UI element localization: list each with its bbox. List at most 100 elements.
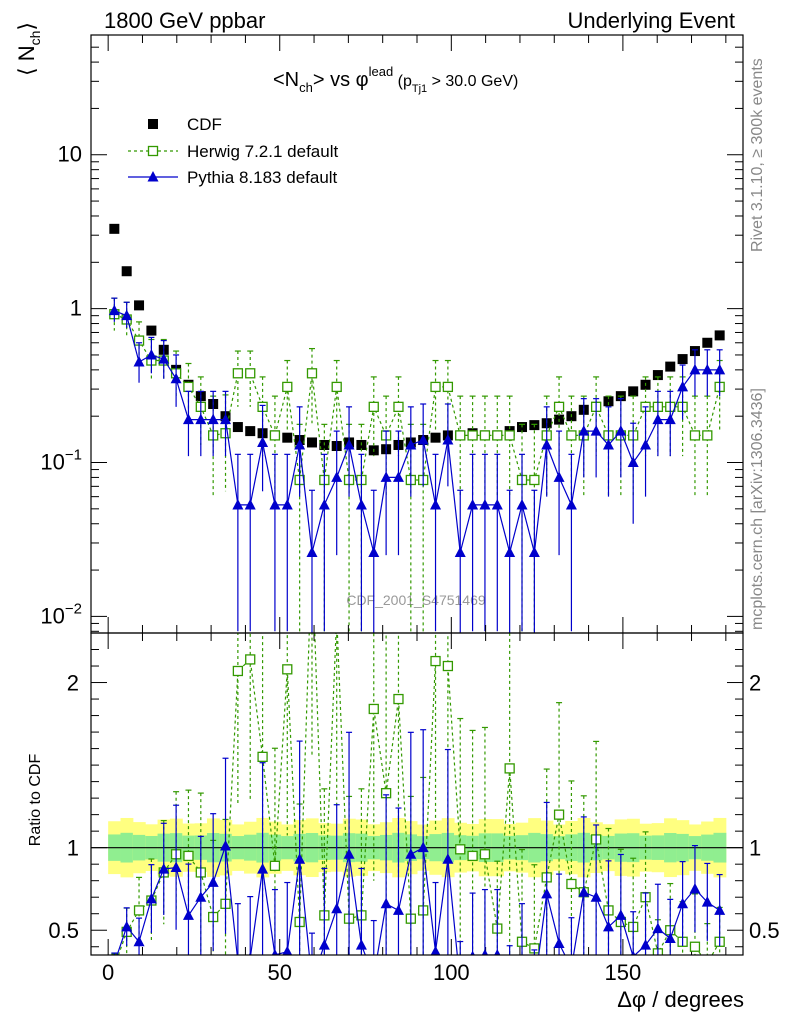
ratio-tick-label-left: 2 bbox=[67, 671, 79, 696]
pythia-point bbox=[294, 438, 306, 450]
pythia-ratio-point bbox=[170, 861, 182, 872]
legend: CDF Herwig 7.2.1 default Pythia 8.183 defa… bbox=[128, 115, 338, 187]
pythia-ratio-point bbox=[664, 932, 676, 943]
y-tick-label: 1 bbox=[70, 296, 82, 321]
cdf-point bbox=[430, 432, 441, 443]
cdf-point bbox=[714, 330, 725, 341]
pythia-point bbox=[417, 434, 429, 445]
legend-entry: Pythia 8.183 default bbox=[128, 168, 338, 187]
pythia-ratio-point bbox=[529, 982, 540, 993]
herwig-point bbox=[269, 430, 281, 441]
cdf-point bbox=[702, 337, 713, 348]
herwig-point bbox=[479, 430, 491, 441]
pythia-point bbox=[318, 498, 330, 510]
herwig-ratio-point bbox=[232, 665, 244, 677]
pythia-point bbox=[714, 363, 726, 375]
pythia-point bbox=[343, 438, 355, 450]
pythia-point bbox=[664, 413, 676, 425]
pythia-point bbox=[220, 413, 232, 425]
cdf-point bbox=[306, 437, 317, 448]
herwig-ratio-point bbox=[282, 664, 293, 675]
pythia-ratio-point bbox=[355, 939, 367, 950]
herwig-ratio-point bbox=[566, 878, 577, 890]
pythia-ratio-point bbox=[615, 909, 627, 920]
herwig-point bbox=[183, 381, 194, 393]
cdf-point bbox=[677, 354, 688, 365]
pythia-ratio-point bbox=[517, 956, 528, 967]
ratio-tick-label-left: 0.5 bbox=[48, 918, 79, 943]
pythia-point bbox=[207, 413, 219, 425]
cdf-point bbox=[603, 396, 614, 407]
legend-marker bbox=[147, 171, 159, 182]
pythia-ratio-point bbox=[689, 882, 701, 894]
pythia-point bbox=[430, 498, 442, 510]
pythia-ratio-point bbox=[331, 902, 343, 914]
cdf-point bbox=[232, 422, 243, 433]
herwig-series bbox=[109, 297, 725, 633]
header-process-label: Underlying Event bbox=[567, 8, 735, 33]
pythia-point bbox=[195, 413, 207, 425]
herwig-point bbox=[702, 430, 713, 441]
x-tick-label: 0 bbox=[102, 960, 114, 985]
pythia-point bbox=[602, 438, 614, 450]
herwig-point bbox=[306, 368, 318, 379]
pythia-point bbox=[541, 438, 553, 450]
pythia-point bbox=[504, 546, 516, 558]
pythia-point bbox=[615, 425, 627, 436]
herwig-ratio-point bbox=[689, 941, 701, 952]
pythia-ratio-point bbox=[282, 945, 293, 955]
pythia-ratio-point bbox=[504, 980, 515, 991]
herwig-ratio-series bbox=[111, 633, 725, 955]
pythia-ratio-point bbox=[207, 876, 219, 887]
pythia-ratio-point bbox=[133, 935, 145, 947]
legend-entry: Herwig 7.2.1 default bbox=[128, 142, 338, 161]
pythia-ratio-point bbox=[602, 920, 614, 932]
cdf-point bbox=[121, 266, 132, 277]
pythia-point bbox=[380, 471, 392, 482]
x-tick-label: 100 bbox=[433, 960, 470, 985]
pythia-ratio-point bbox=[392, 904, 404, 915]
pythia-point bbox=[565, 498, 577, 510]
pythia-ratio-point bbox=[271, 949, 279, 955]
pythia-ratio-point bbox=[306, 975, 317, 986]
pythia-ratio-point bbox=[481, 949, 489, 955]
pythia-point bbox=[627, 456, 639, 468]
pythia-ratio-point bbox=[182, 909, 194, 920]
herwig-ratio-point bbox=[393, 693, 404, 705]
pythia-ratio-series bbox=[111, 729, 726, 993]
ratio-tick-label-right: 0.5 bbox=[749, 918, 780, 943]
herwig-point bbox=[492, 430, 503, 441]
pythia-ratio-point bbox=[640, 939, 652, 950]
y-axis-label: ⟨ Nch⟩ bbox=[14, 22, 43, 76]
pythia-point bbox=[355, 498, 367, 510]
pythia-point bbox=[368, 546, 380, 558]
herwig-ratio-point bbox=[430, 655, 441, 667]
herwig-ratio-point bbox=[455, 844, 466, 855]
herwig-point bbox=[442, 381, 454, 393]
herwig-ratio-point bbox=[553, 809, 565, 820]
herwig-point bbox=[455, 430, 466, 441]
cdf-point bbox=[628, 386, 639, 397]
analysis-id-watermark: CDF_2001_S4751469 bbox=[346, 592, 486, 608]
pythia-ratio-point bbox=[145, 892, 157, 904]
herwig-ratio-point bbox=[245, 654, 256, 665]
herwig-ratio-point bbox=[257, 751, 268, 762]
pythia-point bbox=[677, 380, 689, 392]
pythia-ratio-point bbox=[380, 897, 392, 909]
herwig-point bbox=[368, 401, 379, 412]
herwig-ratio-point bbox=[183, 850, 194, 862]
pythia-point bbox=[392, 471, 404, 482]
pythia-ratio-point bbox=[294, 853, 306, 864]
pythia-point bbox=[479, 498, 491, 510]
pythia-point bbox=[590, 425, 602, 436]
chart-title: <Nch> vs φlead (pTj1 > 30.0 GeV) bbox=[273, 64, 518, 95]
pythia-ratio-point bbox=[566, 962, 577, 973]
pythia-ratio-point bbox=[630, 950, 636, 955]
pythia-ratio-point bbox=[470, 950, 475, 955]
legend-entry: CDF bbox=[148, 115, 222, 134]
herwig-point bbox=[232, 368, 244, 379]
herwig-point bbox=[504, 430, 515, 441]
cdf-point bbox=[109, 223, 120, 234]
pythia-point bbox=[121, 309, 133, 321]
